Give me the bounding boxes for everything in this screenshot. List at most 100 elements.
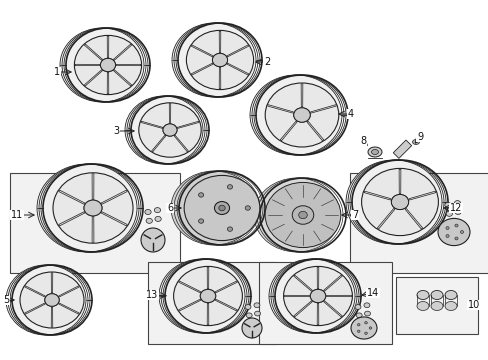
Ellipse shape — [171, 171, 257, 245]
Text: 1: 1 — [54, 67, 60, 77]
Ellipse shape — [227, 185, 232, 189]
Ellipse shape — [84, 200, 102, 216]
Ellipse shape — [453, 201, 460, 206]
Ellipse shape — [214, 202, 229, 215]
Ellipse shape — [264, 83, 338, 147]
Ellipse shape — [45, 294, 59, 306]
Text: 9: 9 — [416, 132, 422, 142]
Ellipse shape — [454, 224, 457, 227]
Polygon shape — [207, 267, 208, 289]
Ellipse shape — [346, 160, 441, 244]
Ellipse shape — [430, 291, 442, 300]
Text: 4: 4 — [347, 109, 353, 119]
Polygon shape — [169, 103, 170, 123]
Text: 12: 12 — [449, 203, 461, 213]
Polygon shape — [101, 190, 127, 204]
Polygon shape — [141, 121, 163, 129]
Ellipse shape — [163, 124, 177, 136]
Ellipse shape — [445, 226, 448, 229]
Ellipse shape — [350, 317, 376, 339]
Polygon shape — [75, 64, 100, 66]
Polygon shape — [280, 121, 297, 141]
Ellipse shape — [430, 302, 442, 310]
Polygon shape — [191, 45, 213, 57]
Ellipse shape — [293, 108, 310, 122]
Polygon shape — [59, 190, 84, 204]
Text: 11: 11 — [11, 210, 23, 220]
Ellipse shape — [253, 178, 339, 252]
Ellipse shape — [357, 330, 359, 332]
Ellipse shape — [367, 147, 381, 157]
Polygon shape — [178, 299, 201, 311]
Bar — [349, 173, 488, 273]
Ellipse shape — [454, 210, 460, 215]
Polygon shape — [92, 217, 94, 242]
Ellipse shape — [460, 230, 463, 233]
Ellipse shape — [283, 266, 352, 325]
Ellipse shape — [437, 219, 469, 246]
Polygon shape — [215, 299, 237, 311]
Polygon shape — [51, 307, 53, 327]
Polygon shape — [226, 45, 248, 57]
Text: 3: 3 — [113, 126, 119, 136]
Polygon shape — [293, 275, 312, 291]
Ellipse shape — [390, 194, 408, 210]
Polygon shape — [113, 70, 131, 86]
Ellipse shape — [412, 139, 419, 144]
Polygon shape — [364, 191, 390, 200]
Polygon shape — [293, 301, 312, 317]
Polygon shape — [398, 169, 400, 194]
Bar — [10, 173, 180, 273]
Ellipse shape — [361, 168, 438, 235]
Ellipse shape — [184, 175, 259, 240]
Polygon shape — [84, 44, 102, 60]
Text: 6: 6 — [166, 203, 173, 213]
Polygon shape — [84, 70, 102, 86]
Ellipse shape — [445, 211, 451, 216]
Polygon shape — [317, 267, 318, 289]
Ellipse shape — [60, 28, 143, 102]
Ellipse shape — [357, 324, 359, 326]
Polygon shape — [267, 105, 293, 113]
Ellipse shape — [309, 289, 325, 303]
Ellipse shape — [364, 311, 370, 316]
Ellipse shape — [74, 35, 142, 95]
Polygon shape — [151, 135, 165, 152]
Polygon shape — [191, 63, 213, 75]
Ellipse shape — [155, 216, 161, 221]
Ellipse shape — [363, 303, 369, 307]
Polygon shape — [226, 63, 248, 75]
Ellipse shape — [445, 235, 448, 238]
Ellipse shape — [244, 206, 250, 210]
Ellipse shape — [186, 30, 253, 90]
Ellipse shape — [254, 311, 260, 316]
Ellipse shape — [6, 265, 86, 335]
Ellipse shape — [364, 332, 366, 334]
Polygon shape — [59, 286, 79, 297]
Polygon shape — [377, 208, 394, 229]
Ellipse shape — [253, 303, 259, 307]
Ellipse shape — [125, 96, 203, 164]
Ellipse shape — [292, 206, 313, 224]
Ellipse shape — [416, 302, 428, 310]
Polygon shape — [207, 303, 208, 325]
Text: 2: 2 — [264, 57, 269, 67]
Ellipse shape — [444, 202, 450, 207]
Polygon shape — [24, 303, 45, 314]
Text: 13: 13 — [145, 290, 158, 300]
Ellipse shape — [172, 23, 256, 97]
Ellipse shape — [159, 259, 244, 333]
Polygon shape — [284, 295, 309, 297]
Text: 7: 7 — [351, 210, 357, 220]
Polygon shape — [404, 208, 422, 229]
Ellipse shape — [212, 53, 227, 67]
Ellipse shape — [244, 305, 250, 309]
Polygon shape — [326, 295, 351, 297]
Polygon shape — [215, 281, 237, 293]
Bar — [259, 262, 391, 344]
Polygon shape — [101, 212, 127, 226]
Ellipse shape — [218, 205, 225, 211]
Text: 5: 5 — [3, 295, 9, 305]
Text: 10: 10 — [467, 300, 479, 310]
Bar — [392, 140, 411, 158]
